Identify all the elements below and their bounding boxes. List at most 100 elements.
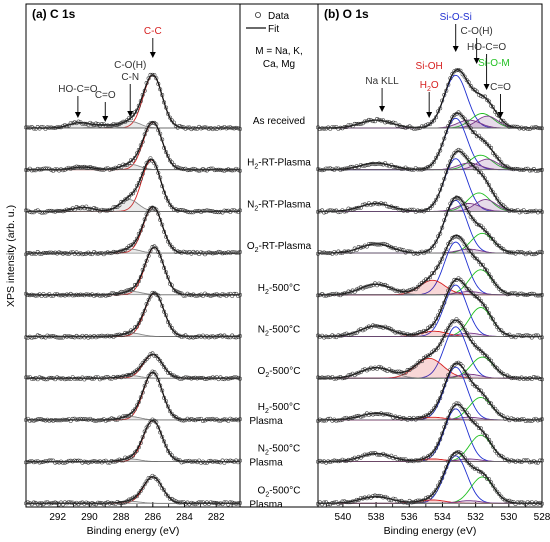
data-point [175, 289, 180, 294]
data-point [340, 167, 345, 172]
data-point [134, 324, 139, 329]
data-point [24, 335, 28, 340]
data-point [84, 459, 89, 464]
data-point [472, 466, 477, 471]
x-tick-label: 288 [113, 512, 130, 523]
data-point [105, 208, 110, 213]
data-point [164, 313, 169, 318]
data-point [507, 498, 512, 503]
data-point [342, 376, 347, 380]
data-point [131, 495, 135, 500]
data-point [62, 500, 67, 505]
data-point [338, 375, 343, 379]
data-point [49, 418, 54, 422]
data-point [360, 328, 365, 333]
data-point [228, 168, 233, 173]
data-point [166, 494, 170, 499]
data-point [503, 205, 508, 210]
data-point [509, 376, 514, 381]
data-point [472, 130, 477, 135]
data-point [37, 209, 42, 214]
data-point [521, 251, 526, 256]
data-point [101, 502, 106, 507]
data-point [438, 342, 443, 347]
data-point [489, 315, 494, 320]
data-point [432, 270, 437, 275]
data-point [84, 251, 89, 256]
data-point [452, 234, 457, 239]
data-point [84, 417, 89, 422]
data-point [146, 159, 151, 164]
data-point [342, 332, 347, 337]
data-point [158, 358, 163, 363]
data-point [212, 168, 217, 173]
data-point [466, 413, 471, 418]
data-point [90, 121, 95, 126]
data-point [76, 335, 81, 340]
data-point [395, 369, 400, 374]
data-point [53, 418, 58, 422]
data-point [538, 249, 542, 254]
data-point [381, 162, 386, 167]
data-point [368, 365, 373, 370]
data-point [168, 202, 172, 207]
data-point [76, 502, 81, 507]
data-point [41, 418, 46, 422]
data-point [535, 293, 540, 298]
data-point [183, 166, 188, 171]
spectrum-7 [24, 369, 242, 423]
data-point [181, 334, 186, 339]
data-point [218, 375, 223, 380]
data-point [464, 205, 469, 210]
data-point [99, 293, 104, 298]
data-point [399, 331, 404, 336]
data-point [99, 418, 104, 422]
data-point [421, 498, 426, 503]
data-point [379, 282, 384, 287]
data-point [454, 450, 459, 455]
data-point [489, 145, 494, 150]
data-point [397, 247, 402, 252]
data-point [226, 125, 231, 130]
data-point [387, 412, 392, 417]
data-point [94, 166, 98, 171]
spectrum-1 [24, 120, 242, 173]
data-point [25, 375, 30, 380]
data-point [140, 171, 145, 176]
data-point [41, 125, 46, 130]
data-point [440, 98, 445, 103]
data-point [201, 167, 205, 171]
data-point [230, 417, 235, 422]
data-point [499, 246, 504, 250]
data-point [328, 166, 333, 171]
data-point [334, 291, 339, 296]
data-point [218, 501, 223, 506]
data-point [448, 285, 453, 290]
data-point [466, 123, 471, 128]
data-point [158, 430, 163, 435]
data-point [66, 334, 71, 339]
data-point [82, 121, 87, 126]
data-point [27, 501, 32, 506]
data-point [342, 499, 347, 504]
data-point [33, 293, 38, 298]
data-point [403, 165, 408, 170]
data-point [540, 292, 544, 297]
data-point [224, 168, 229, 172]
data-point [37, 251, 42, 256]
data-point [131, 112, 135, 117]
data-point [82, 459, 87, 464]
data-point [360, 286, 365, 291]
data-point [538, 377, 542, 381]
data-point [183, 501, 188, 506]
data-point [348, 164, 353, 169]
data-point [195, 209, 200, 214]
data-point [434, 155, 439, 160]
data-point [540, 335, 544, 340]
data-point [204, 334, 209, 339]
data-point [117, 249, 122, 254]
data-point [45, 166, 50, 171]
data-point [466, 287, 471, 292]
data-point [88, 459, 93, 464]
